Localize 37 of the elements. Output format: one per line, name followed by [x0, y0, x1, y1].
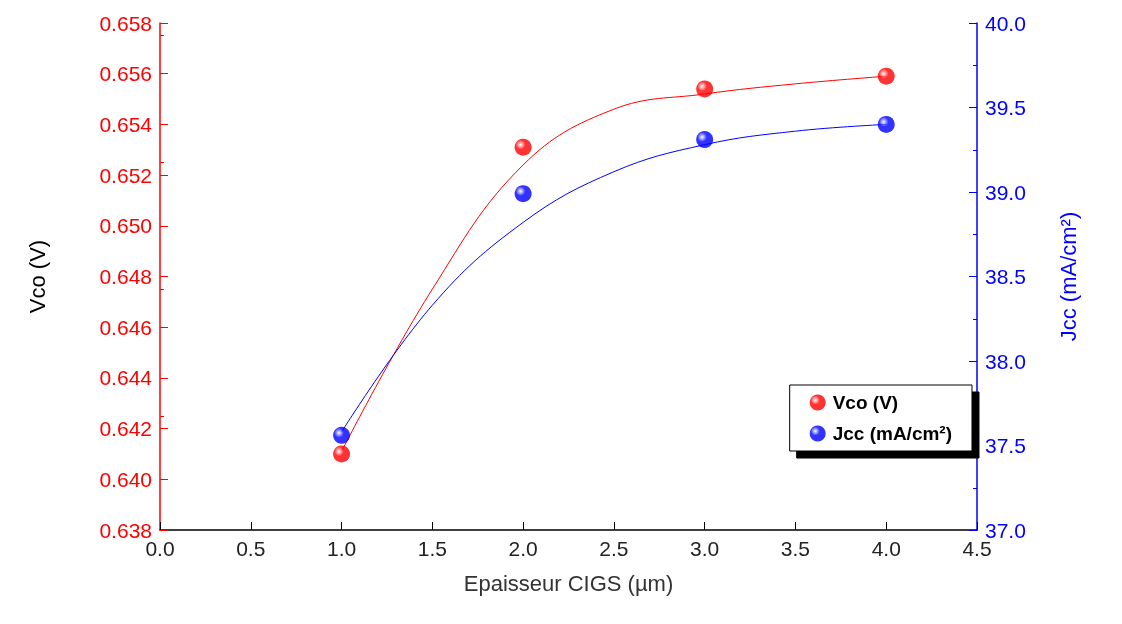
y-tick-label: 0.644	[99, 366, 153, 390]
y-tick-label: 0.646	[99, 315, 152, 339]
point	[514, 185, 532, 203]
point	[877, 67, 895, 85]
x-tick-label: 0.5	[236, 537, 266, 560]
legend-label: Vco (V)	[832, 392, 899, 413]
y-axis-title: Vco (V)	[24, 239, 50, 314]
x-axis-title: Epaisseur CIGS (µm)	[463, 570, 674, 596]
x-tick-label: 3.5	[780, 537, 811, 560]
y-tick-label: 0.652	[99, 163, 152, 187]
x-tick-label: 2.0	[508, 537, 538, 560]
y-tick-label: 0.650	[99, 214, 152, 238]
y-tick-label: 0.640	[99, 467, 152, 491]
point	[696, 80, 714, 98]
x-tick-label: 1.0	[326, 537, 357, 560]
x-tick-label: 4.0	[871, 537, 901, 560]
y-tick-label: 0.654	[99, 112, 153, 136]
y-tick-label: 0.648	[99, 265, 152, 288]
point	[696, 131, 714, 149]
legend-label: Jcc (mA/cm²)	[832, 423, 953, 444]
point	[333, 426, 351, 444]
y2-tick-label: 39.5	[985, 96, 1026, 119]
point	[877, 115, 895, 133]
y-tick-label: 0.642	[99, 417, 152, 441]
y2-tick-label: 40.0	[985, 11, 1026, 35]
y2-tick-label: 38.0	[985, 349, 1026, 373]
y2-tick-label: 38.5	[985, 265, 1026, 288]
point	[333, 445, 351, 463]
y2-axis-title: Jcc (mA/cm²)	[1055, 211, 1081, 342]
y-tick-label: 0.656	[99, 62, 152, 86]
x-tick-label: 3.0	[690, 537, 720, 560]
point	[514, 138, 532, 156]
y2-tick-label: 37.5	[985, 434, 1026, 457]
x-tick-label: 2.5	[599, 537, 629, 560]
y2-tick-label: 39.0	[985, 180, 1026, 204]
y-tick-label: 0.658	[99, 11, 152, 35]
x-tick-label: 1.5	[417, 537, 447, 560]
